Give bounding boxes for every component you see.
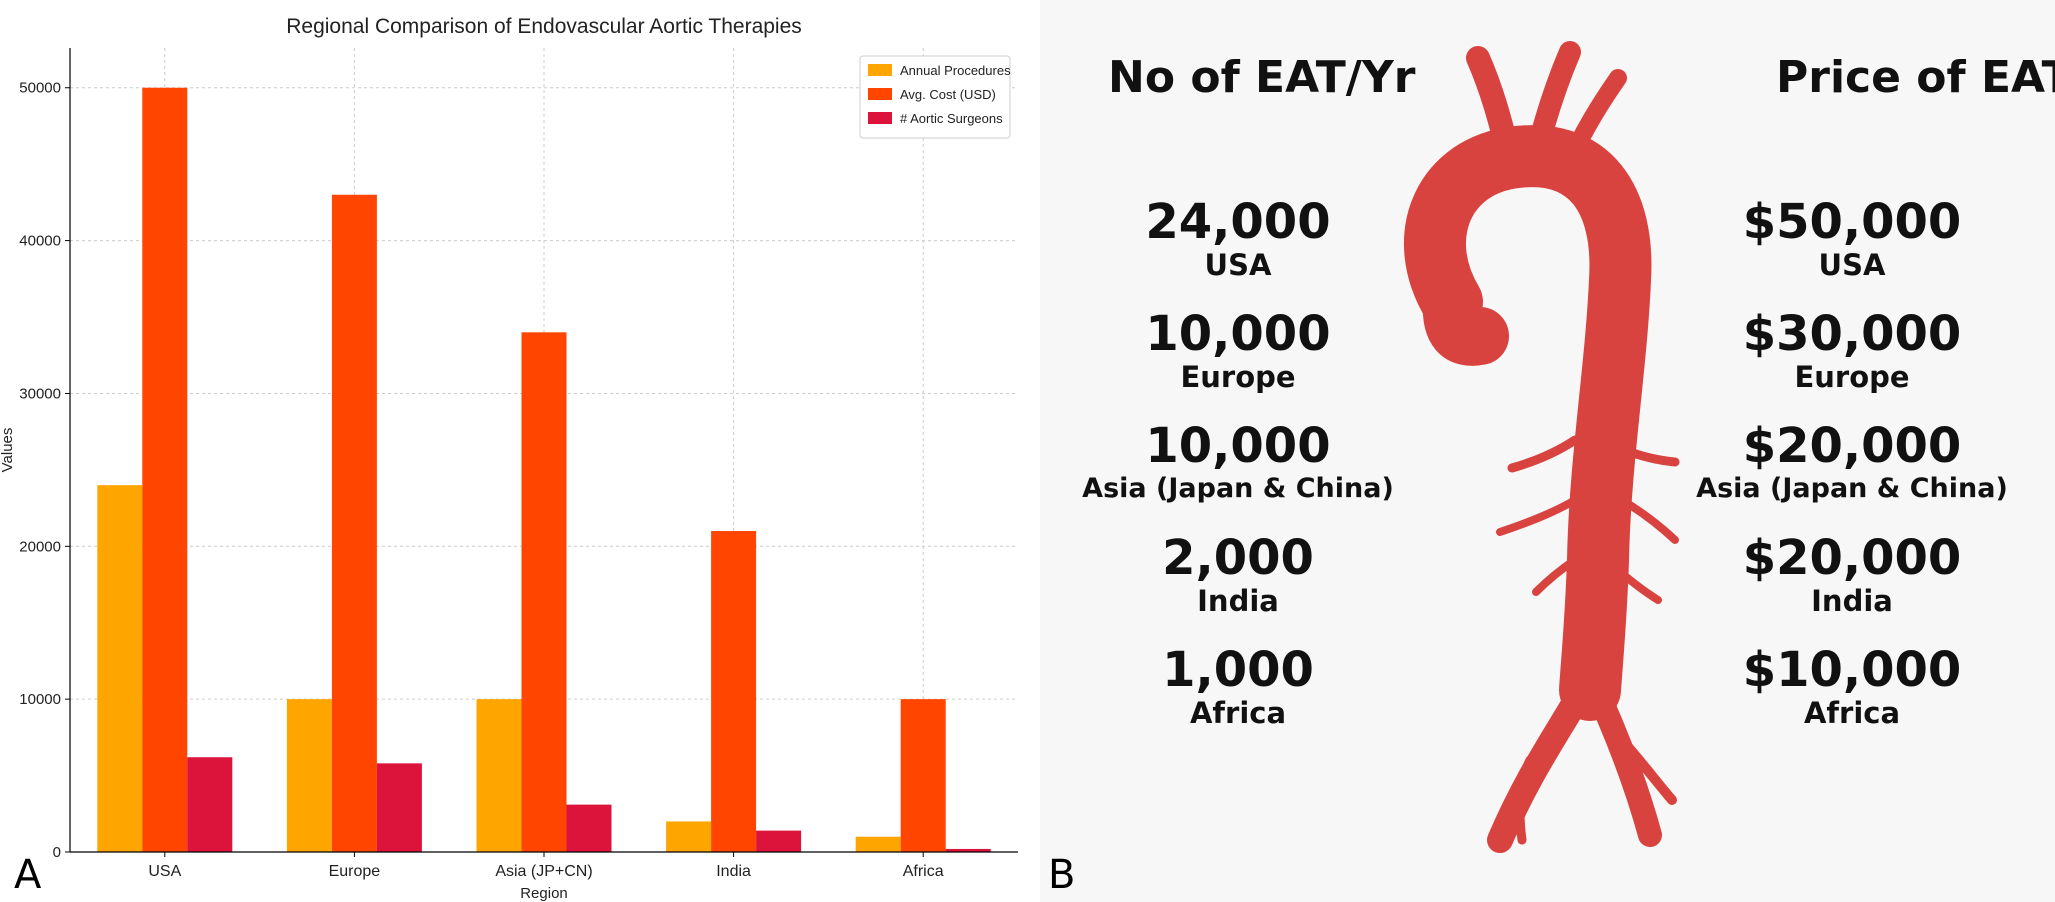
panel-a-letter: A [14,852,42,898]
price-column-title: Price of EAT [1776,52,2055,103]
aorta-trunk [1404,125,1652,721]
procedures-column-title: No of EAT/Yr [1108,52,1416,103]
procedure-value: 1,000 [1162,642,1314,698]
bar [521,332,567,852]
legend-label: # Aortic Surgeons [900,111,1003,126]
x-tick-label: Europe [329,863,381,880]
y-tick-label: 10000 [19,691,61,708]
aorta-illustration [1404,41,1680,853]
y-axis-label: Values [0,428,16,473]
bar [286,699,332,852]
iliac-left [1487,667,1601,853]
side-branch [1532,556,1579,596]
side-branch [1507,435,1580,473]
price-value: $30,000 [1742,306,1962,362]
bar [711,531,757,852]
legend-label: Annual Procedures [900,63,1011,78]
x-axis-label: Region [520,885,568,902]
legend-swatch [868,112,892,124]
x-tick-label: India [716,863,751,880]
y-tick-label: 30000 [19,385,61,402]
procedure-stat: 10,000 Europe [1068,308,1408,394]
price-value: $50,000 [1742,194,1962,250]
legend-box [859,55,1011,139]
y-tick-label: 40000 [19,233,61,250]
side-branch [1620,445,1680,467]
price-stat: $50,000 USA [1682,196,2022,282]
iliac-branch [1515,755,1535,845]
price-region: Asia (Japan & China) [1696,473,2008,504]
bar [331,194,377,852]
aorta-root [1422,273,1509,366]
procedure-region: USA [1204,248,1272,282]
bar-chart: 0 10000 20000 30000 40000 50000 USA Europe Asia … [0,15,1018,902]
price-stat: $30,000 Europe [1682,308,2022,394]
iliac-right [1580,668,1662,847]
bar [756,830,802,852]
bar [945,848,991,852]
bar [855,836,901,852]
x-tick-label: USA [148,863,181,880]
side-branch [1614,566,1662,604]
legend-label: Avg. Cost (USD) [900,87,996,102]
procedure-value: 2,000 [1162,530,1314,586]
procedure-region: Asia (Japan & China) [1082,473,1394,504]
bar [376,763,422,852]
iliac-branch [1617,735,1677,805]
bar [566,804,612,852]
side-branch [1618,496,1679,544]
procedure-region: Europe [1180,360,1296,394]
panel-a: 0 10000 20000 30000 40000 50000 USA Europe Asia … [0,15,1018,902]
procedure-region: Africa [1189,696,1287,730]
price-value: $20,000 [1742,530,1962,586]
price-region: India [1811,584,1893,618]
price-stat: $20,000 Asia (Japan & China) [1682,420,2022,506]
panel-b-letter: B [1048,852,1076,898]
bar [666,821,712,852]
price-value: $20,000 [1742,418,1962,474]
procedure-stat: 24,000 USA [1068,196,1408,282]
price-stat: $10,000 Africa [1682,644,2022,730]
price-stat: $20,000 India [1682,532,2022,618]
procedure-stat: 1,000 Africa [1068,644,1408,730]
aorta-branch [1569,69,1627,153]
legend-swatch [868,64,892,76]
x-tick-label: Africa [903,863,944,880]
bar [187,757,233,852]
side-branch [1496,496,1579,536]
procedure-value: 10,000 [1145,306,1331,362]
procedure-value: 24,000 [1145,194,1331,250]
x-tick-label: Asia (JP+CN) [495,863,592,880]
procedure-stat: 2,000 India [1068,532,1408,618]
price-value: $10,000 [1742,642,1962,698]
chart-title: Regional Comparison of Endovascular Aort… [286,15,802,38]
procedure-value: 10,000 [1145,418,1331,474]
y-tick-label: 20000 [19,538,61,555]
bar [97,485,143,852]
bar [900,699,946,852]
procedure-region: India [1197,584,1279,618]
procedure-stat: 10,000 Asia (Japan & China) [1068,420,1408,506]
bar [476,699,522,852]
legend-swatch [868,88,892,100]
price-region: Africa [1803,696,1901,730]
y-tick-label: 50000 [19,80,61,97]
price-region: Europe [1794,360,1910,394]
bar [142,87,188,852]
panel-b: No of EAT/Yr Price of EAT 24,000 USA 10,… [1040,0,2055,902]
y-tick-label: 0 [53,844,61,861]
price-region: USA [1818,248,1886,282]
